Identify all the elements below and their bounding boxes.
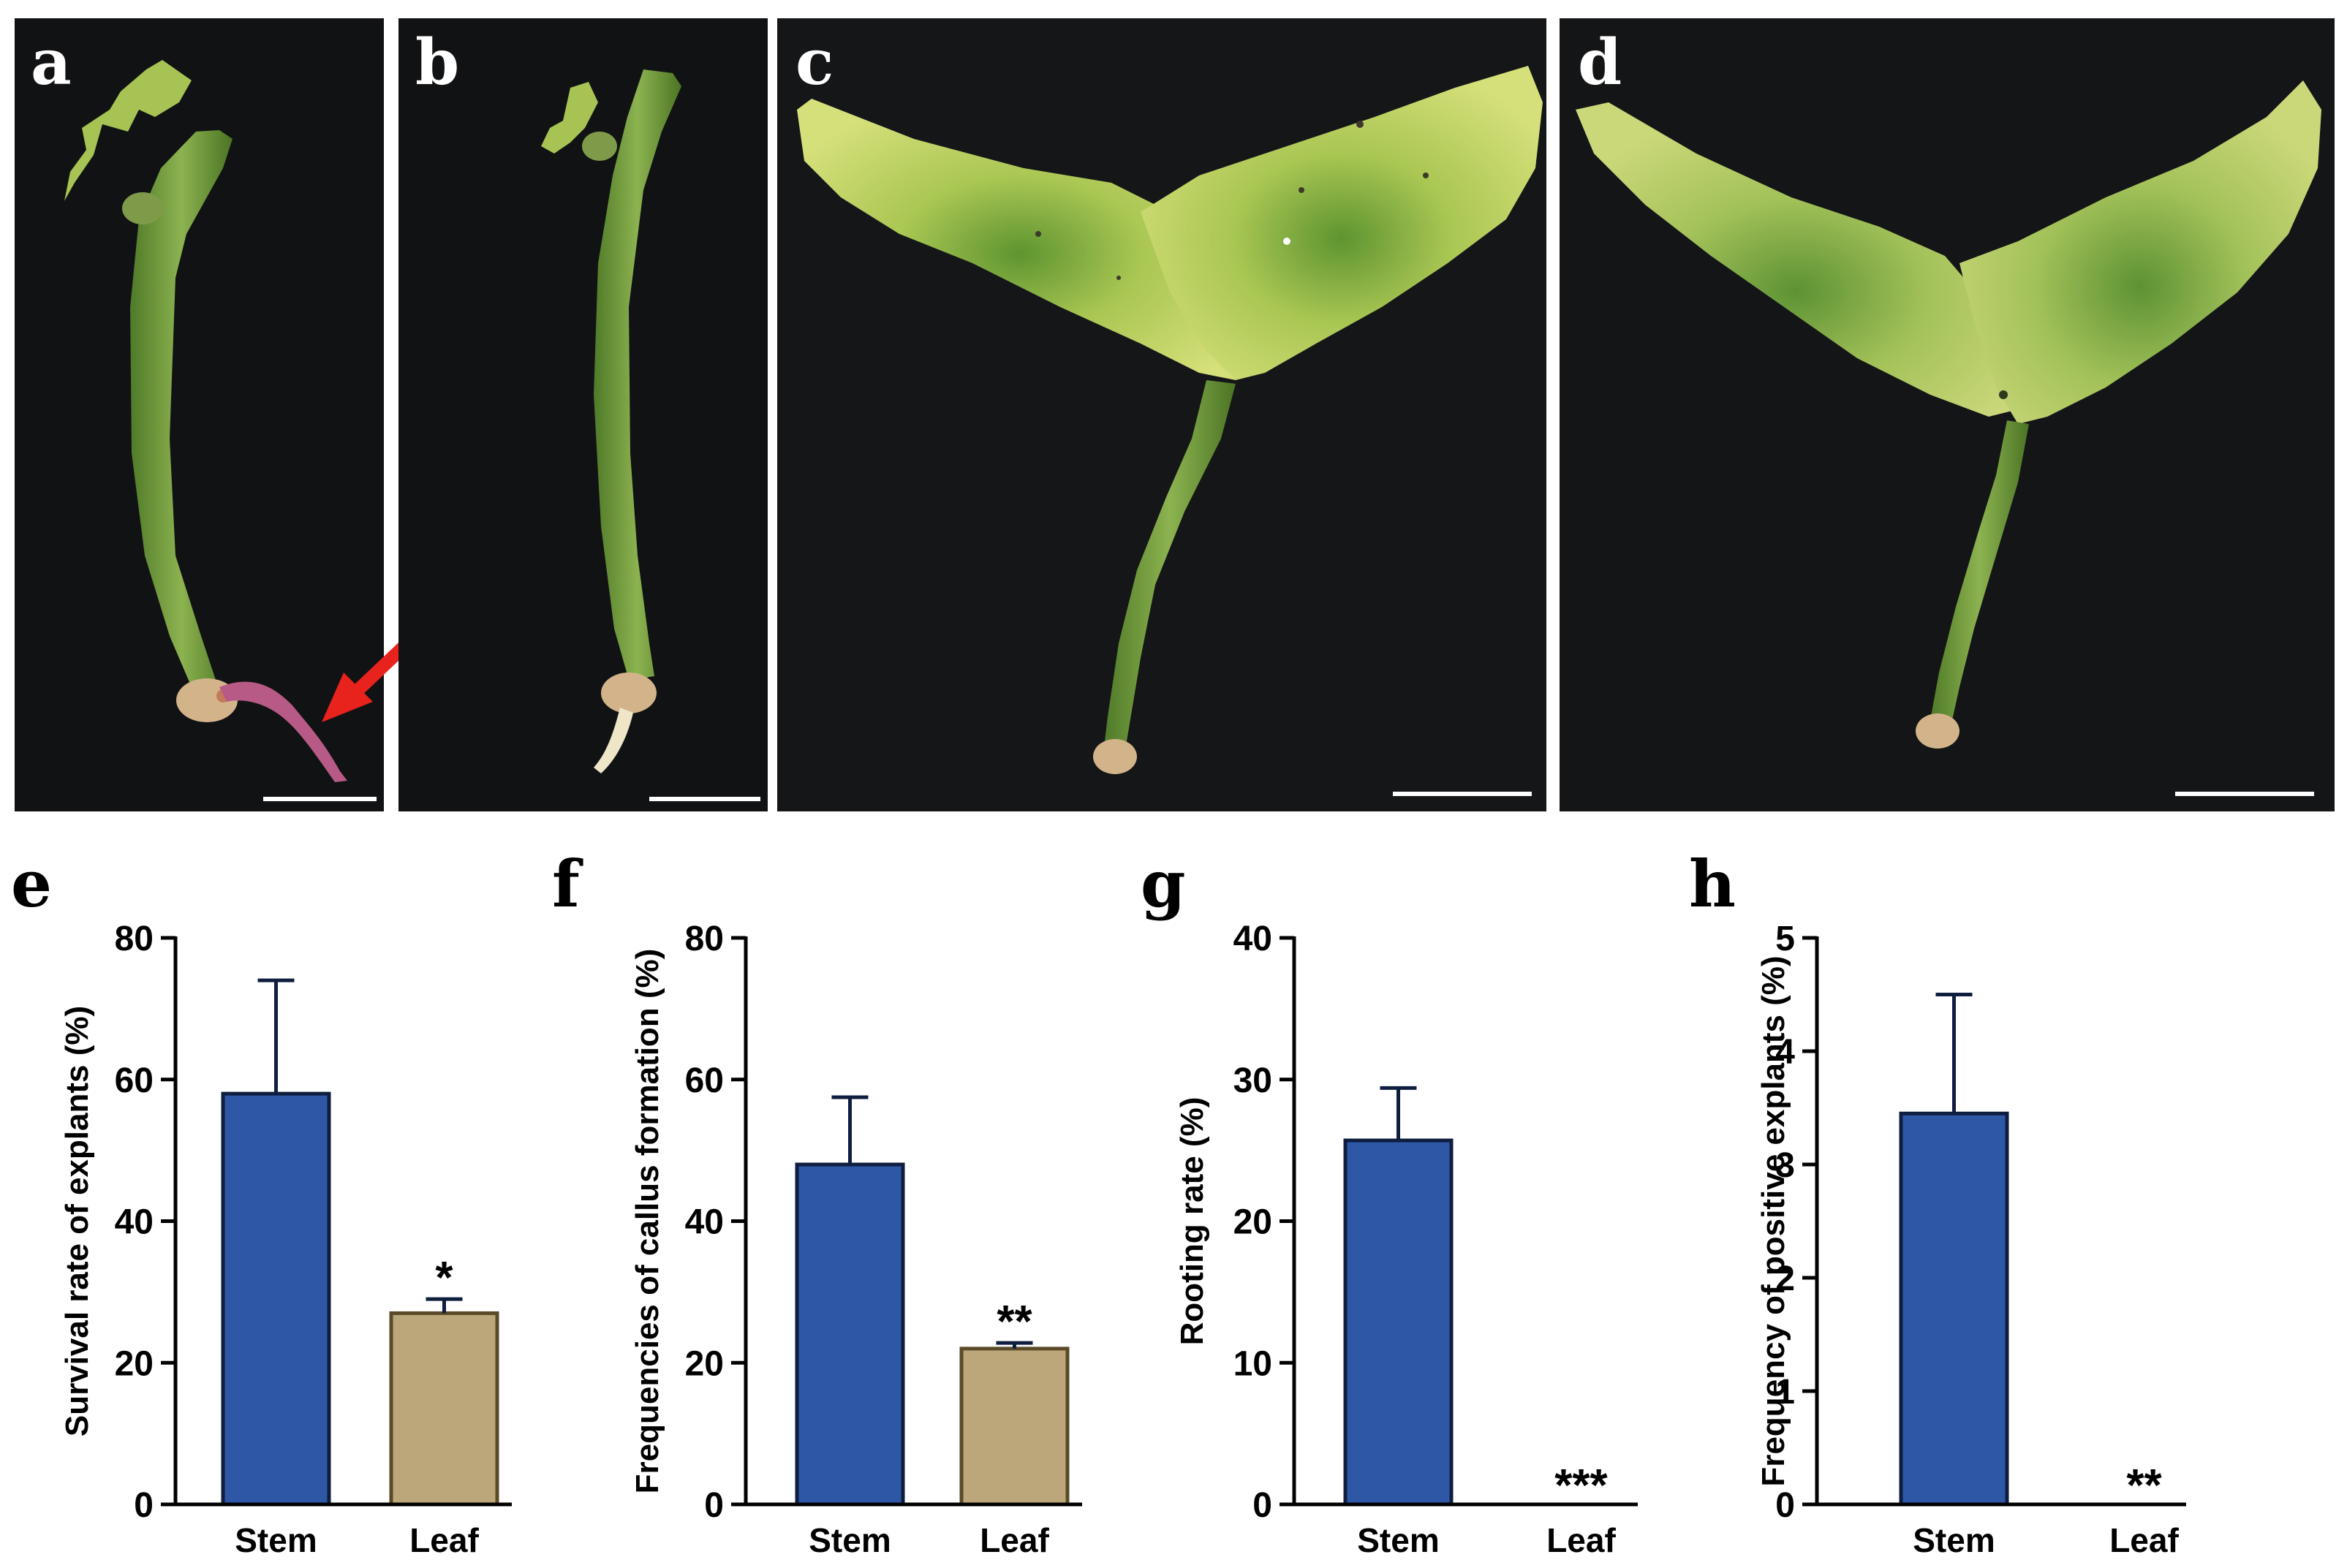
y-tick-label: 4 bbox=[1775, 1033, 1795, 1072]
chart-panel-e: e Stem * Leaf 0 20 40 60 80 Survival rate of expl… bbox=[11, 846, 512, 1559]
leaf bbox=[1959, 80, 2321, 424]
y-tick-label: 30 bbox=[1233, 1061, 1272, 1100]
x-tick-label: Leaf bbox=[980, 1521, 1049, 1559]
y-tick-label: 40 bbox=[115, 1203, 154, 1242]
callus bbox=[601, 673, 657, 713]
y-tick-label: 3 bbox=[1775, 1146, 1795, 1185]
petiole bbox=[1104, 380, 1236, 747]
photo-panel-a: a bbox=[15, 18, 411, 811]
x-tick-label: Leaf bbox=[2109, 1521, 2179, 1559]
leaf bbox=[797, 99, 1243, 380]
arrow-icon bbox=[322, 640, 411, 722]
petiole bbox=[1930, 420, 2029, 720]
panel-label-b: b bbox=[415, 26, 459, 99]
scale-bar bbox=[263, 797, 377, 801]
stem bbox=[594, 69, 681, 680]
y-tick-label: 0 bbox=[134, 1486, 154, 1525]
panel-label-h: h bbox=[1689, 846, 1736, 922]
x-tick-label: Stem bbox=[1357, 1521, 1439, 1559]
photo-panel-d: d bbox=[1560, 18, 2335, 811]
y-axis-label: Survival rate of explants (%) bbox=[59, 1006, 95, 1436]
y-tick-label: 2 bbox=[1775, 1260, 1795, 1298]
y-tick-label: 20 bbox=[1233, 1203, 1272, 1242]
y-tick-label: 5 bbox=[1775, 920, 1795, 958]
scale-bar bbox=[649, 797, 760, 801]
panel-label-e: e bbox=[11, 846, 52, 922]
y-tick-label: 60 bbox=[685, 1061, 724, 1100]
scale-bar bbox=[2175, 792, 2314, 796]
x-tick-label: Leaf bbox=[1546, 1521, 1616, 1559]
x-tick-label: Leaf bbox=[409, 1521, 479, 1559]
chart-panel-f: f Stem ** Leaf 0 20 40 60 80 Frequencies of callu… bbox=[552, 846, 1082, 1559]
callus bbox=[1093, 739, 1137, 774]
y-tick-label: 20 bbox=[685, 1344, 724, 1383]
panel-label-d: d bbox=[1578, 26, 1622, 99]
bar-stem bbox=[1343, 1138, 1454, 1507]
stem bbox=[130, 130, 233, 687]
bar-leaf bbox=[959, 1347, 1070, 1507]
y-tick-label: 0 bbox=[1252, 1486, 1272, 1525]
callus bbox=[1916, 713, 1959, 749]
x-tick-label: Stem bbox=[1913, 1521, 1995, 1559]
root bbox=[219, 681, 347, 782]
y-tick-label: 80 bbox=[115, 920, 154, 958]
bar-stem bbox=[795, 1162, 905, 1507]
leaf bbox=[1576, 102, 2018, 417]
panel-label-a: a bbox=[31, 26, 72, 99]
significance-marker: ** bbox=[997, 1297, 1032, 1347]
y-tick-label: 80 bbox=[685, 920, 724, 958]
photo-panel-b: b bbox=[398, 18, 768, 811]
panel-label-g: g bbox=[1141, 846, 1186, 922]
scale-bar bbox=[1393, 792, 1532, 796]
photo-panel-c: c bbox=[777, 18, 1546, 811]
y-tick-label: 1 bbox=[1775, 1373, 1795, 1412]
x-tick-label: Stem bbox=[809, 1521, 891, 1559]
root bbox=[594, 708, 633, 773]
leaf-fragment bbox=[64, 60, 192, 201]
y-tick-label: 20 bbox=[115, 1344, 154, 1383]
leaf bbox=[1141, 66, 1543, 380]
y-axis-label: Rooting rate (%) bbox=[1174, 1097, 1210, 1346]
y-axis-label: Frequencies of callus formation (%) bbox=[630, 949, 665, 1494]
y-tick-label: 0 bbox=[704, 1486, 724, 1525]
y-tick-label: 0 bbox=[1775, 1486, 1795, 1525]
leaf-fragment bbox=[541, 82, 598, 154]
y-tick-label: 40 bbox=[685, 1203, 724, 1242]
y-tick-label: 40 bbox=[1233, 920, 1272, 958]
panel-label-f: f bbox=[552, 846, 583, 922]
y-axis-label: Frequency of positive explants (%) bbox=[1755, 955, 1791, 1486]
panel-label-c: c bbox=[795, 26, 834, 99]
bar-stem bbox=[1899, 1111, 2009, 1507]
significance-marker: * bbox=[435, 1253, 453, 1303]
bar-stem bbox=[221, 1091, 331, 1507]
bar-leaf bbox=[389, 1311, 499, 1507]
y-tick-label: 10 bbox=[1233, 1344, 1272, 1383]
x-tick-label: Stem bbox=[235, 1521, 317, 1559]
y-tick-label: 60 bbox=[115, 1061, 154, 1100]
